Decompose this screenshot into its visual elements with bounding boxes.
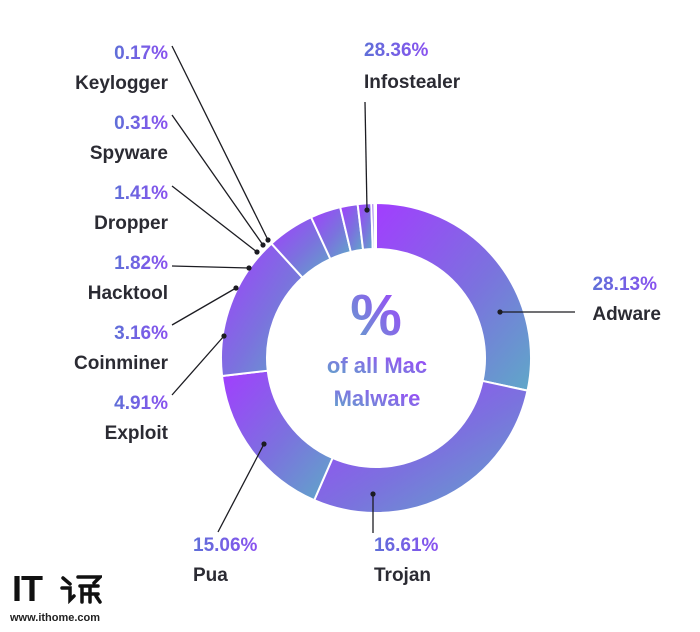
center-text-line1: of all Mac [327,353,427,378]
percent-label-coinminer: 3.16% [114,323,168,344]
leader-dot-infostealer [364,207,370,213]
leader-dot-spyware [260,242,266,248]
center-percent-symbol: % [350,283,402,348]
category-label-spyware: Spyware [90,143,168,164]
leader-line-spyware [171,114,264,246]
leader-line-pua [217,443,265,533]
leader-line-infostealer [364,101,368,211]
leader-line-dropper [171,185,258,253]
ithome-logo: IT www.ithome.com [10,568,106,628]
percent-label-dropper: 1.41% [114,183,168,204]
percent-label-pua: 15.06% [193,535,258,556]
leader-line-coinminer [171,287,237,326]
percent-label-exploit: 4.91% [114,393,168,414]
slice-trojan [220,369,334,502]
leader-dot-coinminer [233,285,239,291]
category-label-hacktool: Hacktool [88,283,168,304]
logo-it-text: IT [12,568,43,609]
percent-label-keylogger: 0.17% [114,43,168,64]
leader-line-hacktool [171,265,250,269]
leader-dot-hacktool [246,265,252,271]
percent-label-trojan: 16.61% [374,535,439,556]
percent-label-spyware: 0.31% [114,113,168,134]
percent-label-hacktool: 1.82% [114,253,168,274]
logo-glyph-icon [60,575,102,604]
slice-keylogger [373,201,377,251]
category-label-dropper: Dropper [94,213,169,234]
category-label-exploit: Exploit [105,423,169,444]
leader-dot-pua [261,441,267,447]
leader-dot-dropper [254,249,260,255]
percent-label-adware: 28.13% [593,274,658,295]
leader-line-keylogger [171,45,269,241]
center-text-line2: Malware [334,386,421,411]
leader-line-exploit [171,335,225,396]
leader-dot-trojan [370,491,376,497]
category-label-keylogger: Keylogger [75,73,169,94]
category-label-trojan: Trojan [374,565,431,586]
leader-dot-keylogger [265,237,271,243]
logo-url: www.ithome.com [10,612,101,624]
percent-label-infostealer: 28.36% [364,40,429,61]
category-label-pua: Pua [193,565,228,586]
leader-dot-exploit [221,333,227,339]
category-label-coinminer: Coinminer [74,353,169,374]
leader-dot-adware [497,309,503,315]
category-label-adware: Adware [592,304,661,325]
category-label-infostealer: Infostealer [364,72,461,93]
